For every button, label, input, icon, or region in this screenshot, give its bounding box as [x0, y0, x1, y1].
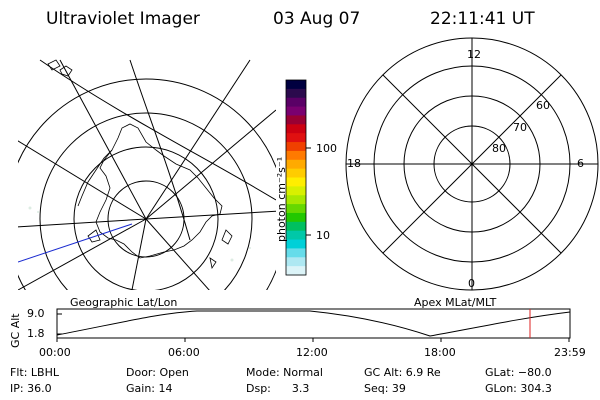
color-scale-bar — [286, 80, 306, 276]
altitude-axis-label: GC Alt — [9, 313, 22, 348]
colorbar-segment — [286, 80, 306, 90]
sequence-info: Seq: 39 — [364, 382, 406, 395]
dsp-info: Dsp: 3.3 — [246, 382, 310, 395]
door-info: Door: Open — [126, 366, 189, 379]
mlat-label-80: 80 — [492, 142, 506, 155]
colorbar-segment — [286, 142, 306, 152]
colorbar-segment — [286, 195, 306, 205]
mlat-label-70: 70 — [513, 121, 527, 134]
geo-lat-info: GLat: −80.0 — [485, 366, 552, 379]
time-tick-2359: 23:59 — [554, 346, 586, 359]
colorbar-segment — [286, 221, 306, 232]
mode-info: Mode: Normal — [246, 366, 323, 379]
time-label: 22:11:41 UT — [430, 9, 535, 29]
geographic-map — [18, 59, 276, 290]
colorbar-segment — [286, 88, 306, 99]
date-label: 03 Aug 07 — [273, 9, 361, 29]
colorbar-segment — [286, 186, 306, 196]
colorbar-segment — [286, 230, 306, 241]
time-tick-1800: 18:00 — [424, 346, 456, 359]
colorbar-tick-label-100: 100 — [316, 142, 337, 155]
time-tick-0600: 06:00 — [168, 346, 200, 359]
colorbar-frame — [285, 79, 307, 276]
geographic-map-label: Geographic Lat/Lon — [70, 296, 178, 309]
gain-info: Gain: 14 — [126, 382, 173, 395]
colorbar-segment — [286, 177, 306, 187]
time-tick-1200: 12:00 — [296, 346, 328, 359]
left-map-texture — [28, 206, 251, 262]
filter-info: Flt: LBHL — [10, 366, 59, 379]
gc-alt-info: GC Alt: 6.9 Re — [364, 366, 441, 379]
time-tick-0000: 00:00 — [39, 346, 71, 359]
colorbar-segment — [286, 150, 306, 161]
colorbar-segment — [286, 168, 306, 179]
altitude-ytick-9: 9.0 — [27, 307, 45, 320]
colorbar-tick-label-10: 10 — [316, 229, 330, 242]
colorbar-segment — [286, 239, 306, 250]
altitude-plot — [56, 308, 571, 342]
colorbar-segment — [286, 133, 306, 143]
mlt-label-18: 18 — [347, 157, 361, 170]
mlt-label-0: 0 — [468, 277, 475, 290]
apex-map-label: Apex MLat/MLT — [414, 296, 497, 309]
colorbar-segment — [286, 106, 306, 117]
colorbar-segment — [286, 204, 306, 214]
colorbar-unit-label: photon cm⁻²s⁻¹ — [275, 156, 288, 242]
colorbar-segment — [286, 115, 306, 125]
apex-polar-map — [345, 37, 599, 291]
ip-info: IP: 36.0 — [10, 382, 52, 395]
altitude-ytick-1.8: 1.8 — [27, 327, 45, 340]
colorbar-segment — [286, 124, 306, 134]
colorbar-segment — [286, 248, 306, 258]
colorbar-segment — [286, 159, 306, 170]
colorbar-segment — [286, 97, 306, 108]
geo-lon-info: GLon: 304.3 — [485, 382, 552, 395]
mlat-label-60: 60 — [536, 99, 550, 112]
colorbar-segment — [286, 266, 306, 276]
colorbar-segment — [286, 212, 306, 223]
mlt-label-12: 12 — [467, 48, 481, 61]
instrument-title: Ultraviolet Imager — [46, 9, 200, 29]
mlt-label-6: 6 — [577, 157, 584, 170]
colorbar-segment — [286, 257, 306, 267]
